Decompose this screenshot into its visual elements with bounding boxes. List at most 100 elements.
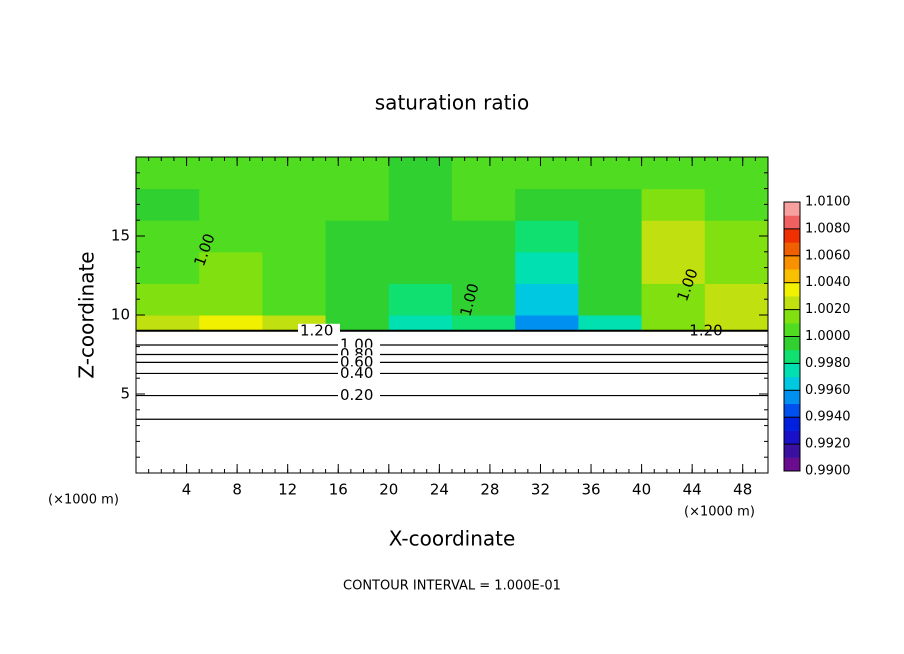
- field-cell: [452, 220, 516, 253]
- field-cell: [515, 157, 579, 190]
- contour-label: 0.20: [340, 386, 373, 404]
- field-cell: [325, 188, 390, 221]
- colorbar-tick-label: 0.9940: [805, 410, 851, 425]
- field-cell: [641, 315, 706, 332]
- field-cell: [515, 283, 579, 316]
- colorbar-band: [784, 323, 800, 337]
- x-tick-label: 32: [531, 481, 550, 499]
- field-cell: [515, 251, 579, 284]
- field-cell: [515, 220, 579, 253]
- field-cell: [262, 157, 327, 190]
- colorbar-tick-label: 1.0000: [805, 329, 851, 344]
- field-cell: [325, 283, 390, 316]
- field-cell: [578, 315, 643, 332]
- colorbar-band: [784, 255, 800, 270]
- field-cell: [388, 315, 453, 332]
- field-cell: [262, 188, 327, 221]
- field-cell: [199, 220, 263, 253]
- contour-label-bg: [338, 388, 380, 403]
- field-cell: [262, 283, 327, 316]
- field-cell: [641, 220, 706, 253]
- field-cell: [136, 251, 200, 284]
- colorbar-band: [784, 228, 800, 243]
- x-tick-label: 40: [632, 481, 651, 499]
- contour-label-bg: [338, 355, 380, 370]
- field-cell: [641, 251, 706, 284]
- colorbar-tick-label: 0.9900: [805, 464, 851, 479]
- field-cell: [704, 315, 769, 332]
- field-cell: [136, 283, 200, 316]
- colorbar-band: [784, 336, 800, 351]
- field-cell: [578, 251, 643, 284]
- colorbar-tick-label: 0.9960: [805, 383, 851, 398]
- field-cell: [578, 157, 643, 190]
- field-cell: [199, 251, 263, 284]
- colorbar-tick-label: 1.0020: [805, 302, 851, 317]
- field-cell: [136, 220, 200, 253]
- x-tick-label: 24: [430, 481, 449, 499]
- colorbar-tick-label: 1.0040: [805, 275, 851, 290]
- contour-label-bg: [338, 366, 380, 381]
- colorbar-band: [784, 457, 800, 472]
- colorbar-band: [784, 215, 800, 230]
- field-cell: [199, 188, 263, 221]
- x-axis-label: X-coordinate: [389, 527, 516, 551]
- field-cell: [704, 251, 769, 284]
- footer-note: CONTOUR INTERVAL = 1.000E-01: [343, 579, 561, 594]
- colorbar-band: [784, 430, 800, 445]
- colorbar-band: [784, 202, 800, 216]
- field-cell: [515, 188, 579, 221]
- field-cell: [452, 251, 516, 284]
- colorbar-band: [784, 309, 800, 324]
- field-cell: [388, 251, 453, 284]
- chart-title: saturation ratio: [375, 91, 529, 115]
- field-cell: [578, 283, 643, 316]
- x-unit: (×1000 m): [48, 493, 119, 508]
- colorbar-band: [784, 282, 800, 297]
- field-cell: [578, 220, 643, 253]
- colorbar-band: [784, 242, 800, 257]
- field-cell: [515, 315, 579, 332]
- x-tick-label: 16: [329, 481, 348, 499]
- field-cell: [136, 157, 200, 190]
- y-axis-label: Z-coordinate: [75, 251, 99, 378]
- field-cell: [262, 220, 327, 253]
- colorbar-band: [784, 269, 800, 283]
- x-tick-label: 48: [733, 481, 752, 499]
- y-tick-label: 15: [111, 227, 130, 245]
- colorbar-band: [784, 403, 800, 418]
- contour-label-bg: [298, 323, 340, 338]
- colorbar-tick-label: 1.0080: [805, 221, 851, 236]
- field-cell: [199, 157, 263, 190]
- contour-label: 1.20: [689, 322, 722, 340]
- x-tick-label: 8: [232, 481, 242, 499]
- field-cell: [199, 283, 263, 316]
- colorbar-tick-label: 1.0060: [805, 248, 851, 263]
- contour-label: 0.60: [340, 353, 373, 371]
- colorbar-tick-label: 0.9980: [805, 356, 851, 371]
- field-cell: [704, 157, 769, 190]
- x-tick-label: 20: [379, 481, 398, 499]
- field-cell: [388, 157, 453, 190]
- field-cell: [136, 188, 200, 221]
- colorbar-band: [784, 444, 800, 458]
- field-cell: [199, 315, 263, 332]
- colorbar-band: [784, 296, 800, 310]
- colorbar-band: [784, 349, 800, 364]
- colorbar-band: [784, 417, 800, 431]
- field-cell: [452, 157, 516, 190]
- field-cell: [452, 188, 516, 221]
- colorbar-tick-label: 0.9920: [805, 437, 851, 452]
- colorbar-band: [784, 363, 800, 378]
- contour-label: 1.20: [300, 321, 333, 339]
- field-cell: [388, 220, 453, 253]
- field-cell: [325, 251, 390, 284]
- field-cell: [136, 315, 200, 332]
- field-cell: [704, 220, 769, 253]
- field-cell: [262, 251, 327, 284]
- contour-label: 0.40: [340, 364, 373, 382]
- field-cell: [578, 188, 643, 221]
- field-cell: [388, 188, 453, 221]
- x-tick-label: 4: [182, 481, 192, 499]
- x-tick-label: 36: [581, 481, 600, 499]
